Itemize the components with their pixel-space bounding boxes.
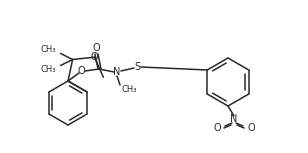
Text: CH₃: CH₃ — [40, 45, 55, 54]
Text: O: O — [77, 66, 85, 76]
Text: O: O — [91, 52, 98, 62]
Text: O: O — [213, 123, 221, 133]
Text: N: N — [230, 114, 238, 124]
Text: CH₃: CH₃ — [121, 86, 136, 95]
Text: O: O — [247, 123, 255, 133]
Text: S: S — [134, 62, 140, 72]
Text: N: N — [113, 67, 121, 77]
Text: CH₃: CH₃ — [40, 65, 55, 74]
Text: O: O — [93, 43, 100, 53]
